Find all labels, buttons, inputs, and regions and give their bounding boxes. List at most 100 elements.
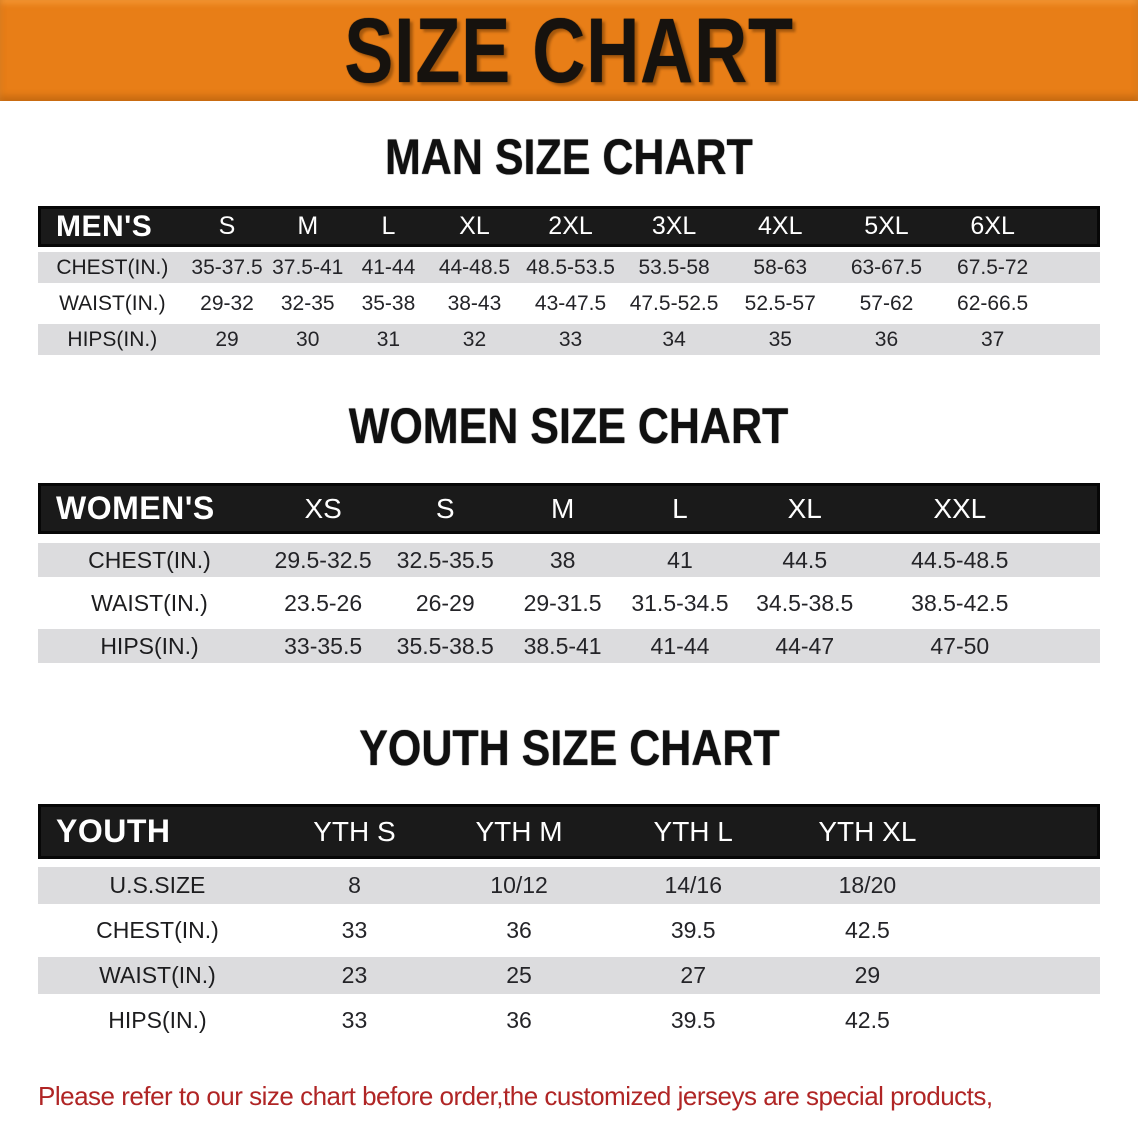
row-label: CHEST(IN.) xyxy=(38,912,277,949)
row-label: WAIST(IN.) xyxy=(38,288,187,319)
table-row: WAIST(IN.) 23 25 27 29 xyxy=(38,957,1100,994)
corner-label: YOUTH xyxy=(38,804,277,859)
spacer-cell xyxy=(1050,586,1100,620)
size-cell: 36 xyxy=(431,1002,607,1039)
row-label: HIPS(IN.) xyxy=(38,324,187,355)
spacer-cell xyxy=(1045,206,1100,247)
size-cell: 8 xyxy=(276,867,432,904)
size-cell: 67.5-72 xyxy=(939,252,1046,283)
column-header: S xyxy=(186,206,268,247)
size-cell: 32.5-35.5 xyxy=(385,543,506,577)
table-row: HIPS(IN.) 33-35.5 35.5-38.5 38.5-41 41-44 44-… xyxy=(38,629,1100,663)
size-cell: 18/20 xyxy=(780,867,955,904)
youth-section-heading: YOUTH SIZE CHART xyxy=(0,719,1138,777)
size-cell: 33 xyxy=(520,324,621,355)
table-row: WAIST(IN.) 23.5-26 26-29 29-31.5 31.5-34.5 34… xyxy=(38,586,1100,620)
youth-size-table: YOUTH YTH S YTH M YTH L YTH XL U.S.SIZE 8 10/12… xyxy=(38,796,1100,1047)
size-cell: 48.5-53.5 xyxy=(520,252,621,283)
size-cell: 33 xyxy=(276,912,432,949)
size-cell: 23 xyxy=(276,957,432,994)
size-cell: 29.5-32.5 xyxy=(261,543,386,577)
size-cell: 35 xyxy=(727,324,834,355)
column-header: XL xyxy=(428,206,521,247)
column-header: 3XL xyxy=(620,206,728,247)
women-size-chart-section: WOMEN SIZE CHART WOMEN'S XS S M L XL XXL CHEST(I… xyxy=(0,397,1138,672)
column-header: XL xyxy=(739,483,870,534)
size-cell: 47-50 xyxy=(869,629,1051,663)
size-cell: 57-62 xyxy=(833,288,940,319)
spacer-cell xyxy=(1050,483,1100,534)
table-header-row: YOUTH YTH S YTH M YTH L YTH XL xyxy=(38,804,1100,859)
men-size-table: MEN'S S M L XL 2XL 3XL 4XL 5XL 6XL CHEST(IN.) 35-37… xyxy=(38,201,1100,360)
size-cell: 25 xyxy=(431,957,607,994)
table-row: WAIST(IN.) 29-32 32-35 35-38 38-43 43-47.5 47.… xyxy=(38,288,1100,319)
size-cell: 30 xyxy=(267,324,349,355)
size-cell: 35-37.5 xyxy=(186,252,268,283)
size-cell: 29 xyxy=(186,324,268,355)
row-label: U.S.SIZE xyxy=(38,867,277,904)
table-row: CHEST(IN.) 35-37.5 37.5-41 41-44 44-48.5 48.5… xyxy=(38,252,1100,283)
men-section-heading: MAN SIZE CHART xyxy=(0,128,1138,186)
column-header: 6XL xyxy=(939,206,1046,247)
section-heading-text: YOUTH SIZE CHART xyxy=(358,720,780,776)
size-cell: 31 xyxy=(348,324,429,355)
youth-size-chart-section: YOUTH SIZE CHART YOUTH YTH S YTH M YTH L YTH … xyxy=(0,719,1138,1047)
section-heading-text: WOMEN SIZE CHART xyxy=(349,398,789,454)
size-cell: 27 xyxy=(606,957,781,994)
column-header: 4XL xyxy=(727,206,834,247)
row-label: WAIST(IN.) xyxy=(38,957,277,994)
size-charts-container: MAN SIZE CHART MEN'S S M L XL 2XL 3XL 4XL 5XL 6XL C… xyxy=(0,128,1138,1047)
column-header: XXL xyxy=(869,483,1051,534)
size-cell: 41-44 xyxy=(619,629,740,663)
footer-note: Please refer to our size chart before or… xyxy=(38,1072,1100,1132)
row-label: HIPS(IN.) xyxy=(38,629,262,663)
size-cell: 34 xyxy=(620,324,728,355)
table-header-row: MEN'S S M L XL 2XL 3XL 4XL 5XL 6XL xyxy=(38,206,1100,247)
size-cell: 14/16 xyxy=(606,867,781,904)
table-row: U.S.SIZE 8 10/12 14/16 18/20 xyxy=(38,867,1100,904)
column-header: M xyxy=(505,483,620,534)
column-header: YTH M xyxy=(431,804,607,859)
size-cell: 36 xyxy=(431,912,607,949)
column-header: L xyxy=(619,483,740,534)
table-row: HIPS(IN.) 33 36 39.5 42.5 xyxy=(38,1002,1100,1039)
size-cell: 31.5-34.5 xyxy=(619,586,740,620)
table-row: CHEST(IN.) 33 36 39.5 42.5 xyxy=(38,912,1100,949)
corner-label: WOMEN'S xyxy=(38,483,262,534)
size-cell: 39.5 xyxy=(606,912,781,949)
spacer-cell xyxy=(1050,543,1100,577)
spacer-cell xyxy=(954,957,1100,994)
column-header: YTH L xyxy=(606,804,781,859)
size-cell: 34.5-38.5 xyxy=(739,586,870,620)
spacer-cell xyxy=(1045,252,1100,283)
spacer-cell xyxy=(954,804,1100,859)
row-label: WAIST(IN.) xyxy=(38,586,262,620)
spacer-cell xyxy=(1050,629,1100,663)
table-row: HIPS(IN.) 29 30 31 32 33 34 35 36 37 xyxy=(38,324,1100,355)
spacer-cell xyxy=(954,867,1100,904)
size-cell: 32 xyxy=(428,324,521,355)
column-header: YTH XL xyxy=(780,804,955,859)
table-header-row: WOMEN'S XS S M L XL XXL xyxy=(38,483,1100,534)
size-cell: 43-47.5 xyxy=(520,288,621,319)
size-cell: 62-66.5 xyxy=(939,288,1046,319)
size-cell: 39.5 xyxy=(606,1002,781,1039)
size-cell: 35-38 xyxy=(348,288,429,319)
column-header: L xyxy=(348,206,429,247)
size-cell: 35.5-38.5 xyxy=(385,629,506,663)
size-cell: 33-35.5 xyxy=(261,629,386,663)
spacer-cell xyxy=(1045,324,1100,355)
column-header: YTH S xyxy=(276,804,432,859)
size-cell: 52.5-57 xyxy=(727,288,834,319)
size-cell: 44.5 xyxy=(739,543,870,577)
size-cell: 23.5-26 xyxy=(261,586,386,620)
size-cell: 63-67.5 xyxy=(833,252,940,283)
row-label: HIPS(IN.) xyxy=(38,1002,277,1039)
size-cell: 26-29 xyxy=(385,586,506,620)
footer-note-line-1: Please refer to our size chart before or… xyxy=(38,1081,993,1111)
footer-note-line-2: we don't accept cancel, change, teturn o… xyxy=(38,1121,1100,1132)
banner: SIZE CHART xyxy=(0,0,1138,101)
size-cell: 10/12 xyxy=(431,867,607,904)
column-header: 5XL xyxy=(833,206,940,247)
column-header: 2XL xyxy=(520,206,621,247)
